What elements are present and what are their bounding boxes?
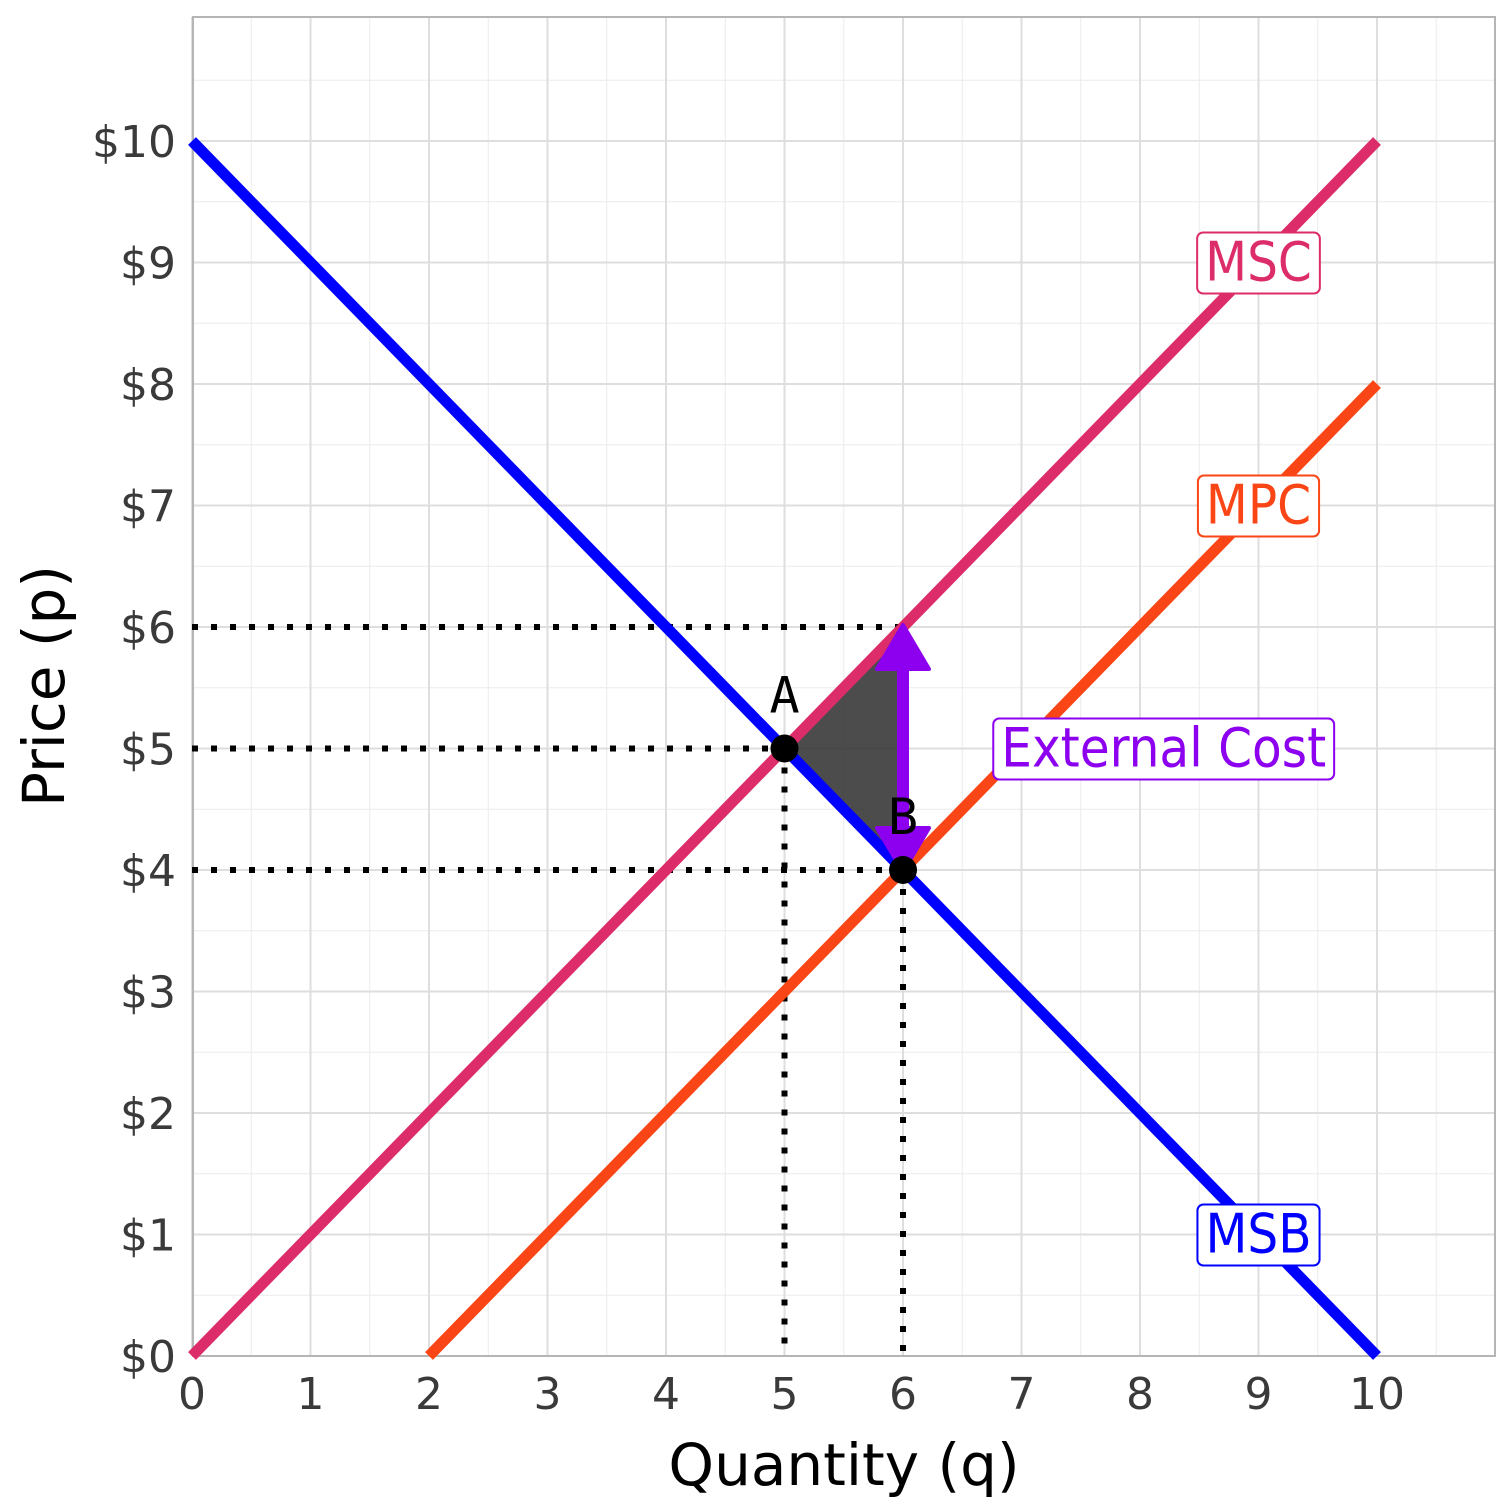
- y-axis-title: Price (p): [10, 565, 78, 807]
- curve-label-msc: MSC: [1196, 231, 1321, 295]
- curve-label-msb-box: [1196, 1203, 1321, 1267]
- point-label-a: A: [769, 667, 799, 725]
- point-a: [770, 734, 799, 763]
- y-axis-ticks: $0 $1 $2 $3 $4 $5 $6 $7 $8 $9 $10: [92, 117, 176, 1383]
- x-tick-label: 3: [534, 1369, 562, 1420]
- y-tick-label: $3: [120, 968, 176, 1019]
- curve-label-mpc: MPC: [1196, 474, 1321, 538]
- x-tick-label: 10: [1349, 1369, 1405, 1420]
- x-tick-label: 1: [297, 1369, 325, 1420]
- x-tick-label: 5: [771, 1369, 799, 1420]
- external-cost-label-text: External Cost: [1001, 717, 1326, 780]
- panel-border: [192, 16, 1496, 1357]
- external-cost-label-box: [992, 717, 1336, 781]
- y-tick-label: $4: [120, 846, 176, 897]
- point-label-b: B: [888, 788, 918, 846]
- curve-label-msc-box: [1196, 231, 1321, 295]
- x-tick-label: 4: [652, 1369, 680, 1420]
- point-b: [889, 856, 917, 884]
- x-tick-label: 0: [178, 1369, 206, 1420]
- y-tick-label: $2: [120, 1089, 176, 1140]
- deadweight-loss-triangle: [784, 627, 903, 870]
- arrow-head-down: [875, 826, 931, 874]
- y-tick-label: $6: [120, 603, 176, 654]
- y-tick-label: $9: [120, 239, 176, 290]
- y-tick-label: $8: [120, 360, 176, 411]
- y-tick-label: $10: [92, 117, 176, 168]
- y-tick-label: $1: [120, 1211, 176, 1262]
- external-cost-arrow: [875, 623, 931, 874]
- x-axis-ticks: 0 1 2 3 4 5 6 7 8 9 10: [178, 1369, 1405, 1420]
- x-tick-label: 9: [1245, 1369, 1273, 1420]
- x-tick-label: 8: [1126, 1369, 1154, 1420]
- y-tick-label: $7: [120, 482, 176, 533]
- curve-label-msb-text: MSB: [1205, 1203, 1311, 1266]
- curve-label-mpc-text: MPC: [1206, 474, 1311, 537]
- deadweight-loss-area: [784, 627, 903, 870]
- curve-label-mpc-box: [1196, 474, 1321, 538]
- x-tick-label: 6: [889, 1369, 917, 1420]
- y-tick-label: $0: [120, 1332, 176, 1383]
- arrow-head-up: [875, 623, 931, 671]
- external-cost-label: External Cost: [992, 717, 1336, 781]
- reference-lines: [192, 624, 906, 1356]
- x-axis-title: Quantity (q): [668, 1431, 1019, 1499]
- y-tick-label: $5: [120, 725, 176, 776]
- curve-labels: MSB MSC MPC External Cost: [992, 231, 1336, 1267]
- curve-label-msc-text: MSC: [1205, 231, 1312, 294]
- x-tick-label: 2: [415, 1369, 443, 1420]
- curve-label-msb: MSB: [1196, 1203, 1321, 1267]
- equilibrium-points: AB: [769, 667, 918, 884]
- x-tick-label: 7: [1008, 1369, 1036, 1420]
